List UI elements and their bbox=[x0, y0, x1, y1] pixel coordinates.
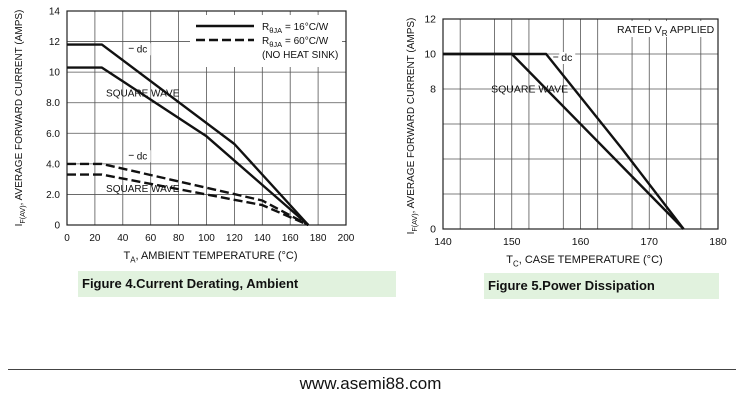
x-tick-label: 80 bbox=[173, 233, 185, 244]
figure-5-caption: Figure 5.Power Dissipation bbox=[484, 273, 719, 299]
x-tick-label: 120 bbox=[226, 233, 243, 244]
curve-annotation: SQUARE WAVE bbox=[106, 184, 180, 195]
x-tick-label: 200 bbox=[338, 233, 355, 244]
y-tick-label: 0 bbox=[54, 221, 60, 232]
plot-frame bbox=[442, 18, 719, 230]
footer-divider bbox=[8, 369, 736, 370]
legend-label: RθJA = 16°C/W bbox=[262, 22, 329, 35]
y-axis-title: IF(AV), AVERAGE FORWARD CURRENT (AMPS) bbox=[406, 18, 419, 235]
x-tick-label: 170 bbox=[640, 236, 658, 248]
chart-4: 0 20 40 60 80 100 120 140 160 180 200 0 2.0 4.0 6.0 8.0… bbox=[46, 7, 355, 245]
curve-annotation: dc bbox=[561, 52, 572, 64]
curve-annotation: dc bbox=[137, 44, 148, 55]
x-axis-title: TA, AMBIENT TEMPERATURE (°C) bbox=[123, 250, 297, 264]
y-tick-label: 0 bbox=[430, 224, 436, 236]
annotation-bg bbox=[134, 43, 151, 56]
y-tick-label: 14 bbox=[49, 7, 61, 18]
series-line-2 bbox=[67, 66, 310, 226]
plot-frame bbox=[66, 10, 347, 226]
x-tick-label: 140 bbox=[254, 233, 271, 244]
legend-label: (NO HEAT SINK) bbox=[262, 50, 338, 61]
x-tick-label: 100 bbox=[198, 233, 215, 244]
curve-annotation: SQUARE WAVE bbox=[106, 89, 180, 100]
y-axis-title: IF(AV), AVERAGE FORWARD CURRENT (AMPS) bbox=[14, 10, 27, 227]
annotation-bg bbox=[559, 52, 576, 64]
rated-box bbox=[613, 21, 713, 37]
x-tick-label: 140 bbox=[434, 236, 452, 248]
x-tick-label: 180 bbox=[709, 236, 727, 248]
y-tick-label: 12 bbox=[49, 37, 61, 48]
series-line-3 bbox=[67, 162, 309, 227]
x-tick-label: 160 bbox=[572, 236, 590, 248]
annotation-bg bbox=[134, 150, 151, 163]
figure-4-caption: Figure 4.Current Derating, Ambient bbox=[78, 271, 396, 297]
y-tick-label: 2.0 bbox=[46, 190, 60, 201]
footer-url: www.asemi88.com bbox=[299, 374, 442, 393]
series-line-4 bbox=[67, 173, 309, 227]
x-tick-label: 60 bbox=[145, 233, 157, 244]
y-tick-label: 10 bbox=[49, 68, 61, 79]
x-tick-label: 150 bbox=[503, 236, 521, 248]
series-line-1 bbox=[67, 43, 310, 226]
y-tick-label: 8 bbox=[430, 84, 436, 96]
x-tick-label: 40 bbox=[117, 233, 129, 244]
y-tick-label: 6.0 bbox=[46, 129, 60, 140]
x-tick-label: 20 bbox=[89, 233, 101, 244]
x-tick-label: 0 bbox=[64, 233, 70, 244]
chart-5: 140 150 160 170 180 0 8 10 12 dc SQUARE WAVE RATED … bbox=[424, 14, 727, 249]
y-tick-label: 12 bbox=[424, 14, 436, 26]
curve-annotation: dc bbox=[137, 151, 148, 162]
y-tick-label: 8.0 bbox=[46, 98, 60, 109]
charts-canvas: 0 20 40 60 80 100 120 140 160 180 20002.04.06.08.0… bbox=[14, 7, 727, 269]
x-tick-label: 180 bbox=[310, 233, 327, 244]
y-tick-label: 10 bbox=[424, 49, 436, 61]
series-line-2 bbox=[443, 52, 685, 230]
x-axis-title: TC, CASE TEMPERATURE (°C) bbox=[506, 254, 662, 268]
legend-label: RθJA = 60°C/W bbox=[262, 36, 329, 49]
rated-vr-label: RATED VR APPLIED bbox=[617, 24, 715, 38]
curve-annotation: SQUARE WAVE bbox=[491, 84, 568, 96]
x-tick-label: 160 bbox=[282, 233, 299, 244]
y-tick-label: 4.0 bbox=[46, 159, 60, 170]
